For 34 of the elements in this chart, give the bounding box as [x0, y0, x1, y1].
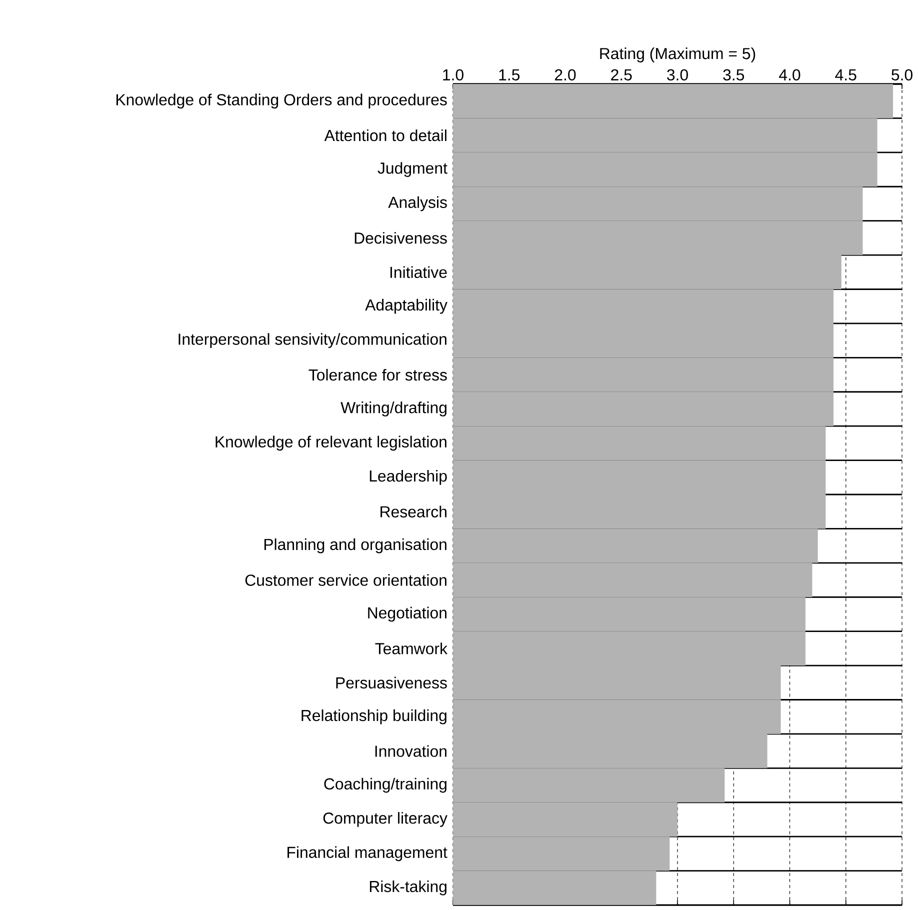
x-tick-label: 5.0 — [892, 69, 912, 80]
y-tick-label: Research — [380, 506, 446, 518]
y-tick-label: Initiative — [390, 266, 447, 278]
y-tick-label: Coaching/training — [324, 778, 446, 793]
y-tick-label: Decisiveness — [354, 232, 447, 244]
x-tick-label: 4.5 — [835, 69, 856, 80]
y-tick-label: Negotiation — [368, 606, 446, 622]
x-tick-label: 3.5 — [723, 69, 744, 80]
y-tick-label: Adaptability — [365, 298, 448, 314]
x-tick-label: 2.5 — [611, 69, 632, 80]
y-tick-label: Teamwork — [375, 642, 448, 654]
y-tick-label: Judgment — [378, 162, 448, 177]
y-tick-label: Knowledge of relevant legislation — [216, 436, 446, 451]
y-tick-label: Relationship building — [302, 709, 446, 724]
y-tick-label: Attention to detail — [324, 129, 446, 142]
y-tick-label: Knowledge of Standing Orders and procedures — [116, 94, 447, 109]
y-tick-label: Customer service orientation — [245, 574, 446, 586]
y-tick-label: Financial management — [288, 846, 448, 862]
x-tick-label: 1.0 — [443, 69, 464, 80]
y-tick-label: Interpersonal sensivity/communication — [178, 333, 446, 348]
x-tick-label: 1.5 — [499, 69, 520, 80]
y-tick-label: Analysis — [388, 196, 447, 212]
x-tick-label: 3.0 — [667, 69, 688, 80]
x-tick-label: 4.0 — [779, 69, 800, 80]
y-tick-label: Risk-taking — [370, 880, 446, 896]
x-tick-label: 2.0 — [554, 69, 576, 80]
y-tick-label: Innovation — [375, 745, 446, 757]
y-tick-label: Planning and organisation — [264, 538, 446, 554]
x-axis-title: Rating (Maximum = 5) — [600, 48, 756, 62]
y-tick-label: Writing/drafting — [340, 402, 446, 416]
y-tick-label: Tolerance for stress — [308, 368, 447, 381]
y-tick-label: Computer literacy — [323, 812, 448, 827]
y-tick-label: Persuasiveness — [336, 676, 447, 689]
y-tick-label: Leadership — [370, 470, 447, 485]
